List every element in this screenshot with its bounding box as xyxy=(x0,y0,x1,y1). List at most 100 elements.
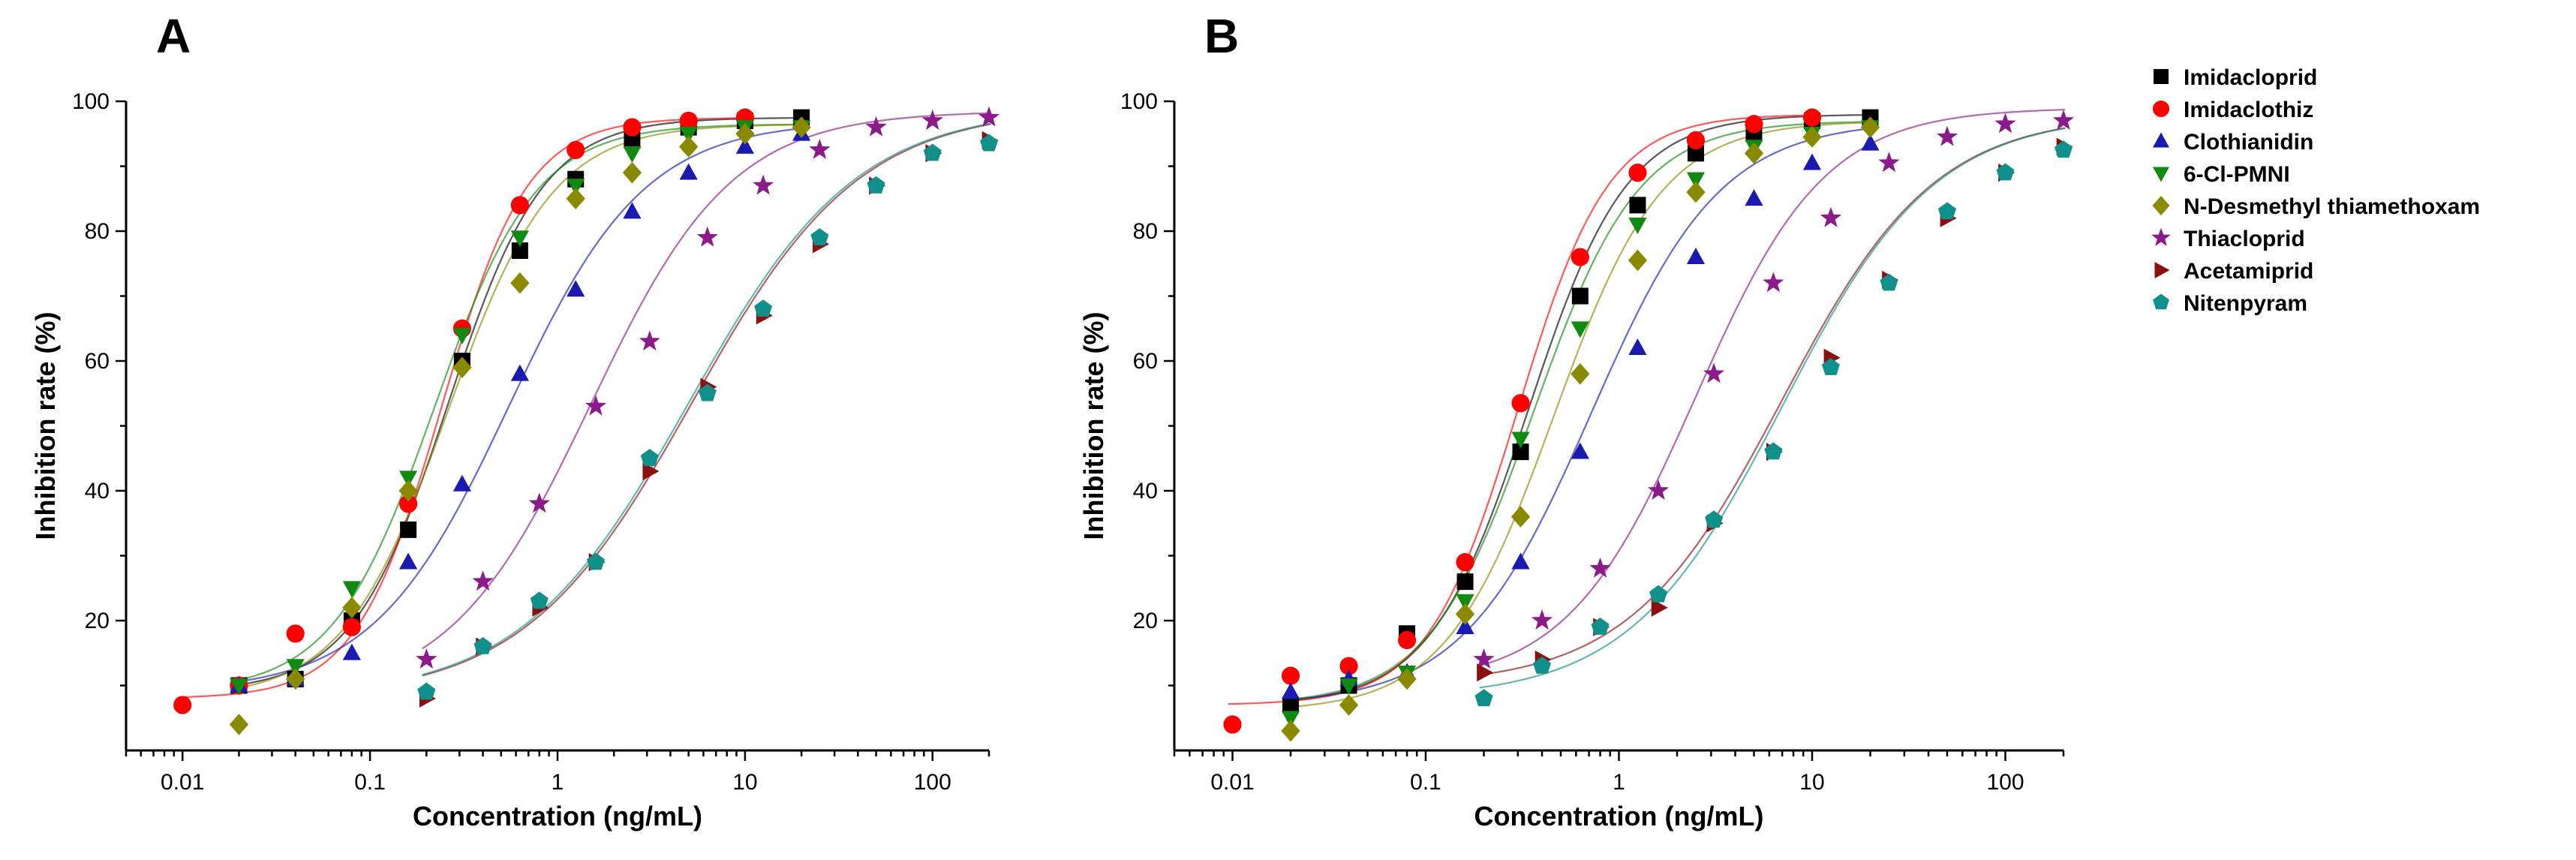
data-point-imidaclothiz xyxy=(286,624,305,643)
data-point-imidaclothiz xyxy=(1745,115,1763,134)
data-point-thiacloprid xyxy=(1763,272,1784,293)
data-point-6-cl-pmni xyxy=(1281,711,1300,728)
data-point-thiacloprid xyxy=(639,330,660,351)
fit-curve-thiacloprid xyxy=(422,112,991,650)
data-point-clothianidin xyxy=(510,364,529,381)
data-point-clothianidin xyxy=(1281,682,1300,699)
data-point-clothianidin xyxy=(679,163,698,180)
y-tick-label: 40 xyxy=(1133,479,1158,504)
x-axis-title: Concentration (ng/mL) xyxy=(413,801,702,831)
data-point-nitenpyram xyxy=(1880,273,1898,291)
fit-curve-acetamiprid xyxy=(1479,127,2066,676)
fit-curve-acetamiprid xyxy=(422,123,991,677)
data-point-thiacloprid xyxy=(978,106,1000,127)
legend-marker-n-desmethyl-thiamethoxam xyxy=(2152,196,2170,215)
y-tick-label: 60 xyxy=(1133,349,1158,374)
legend-marker-6-cl-pmni xyxy=(2153,167,2169,182)
data-point-nitenpyram xyxy=(1821,358,1840,375)
data-point-imidaclothiz xyxy=(1571,248,1589,266)
data-point-clothianidin xyxy=(1511,552,1530,570)
data-point-thiacloprid xyxy=(1647,480,1670,500)
y-tick-label: 20 xyxy=(85,609,110,633)
data-point-thiacloprid xyxy=(1878,152,1900,173)
data-point-clothianidin xyxy=(452,474,471,492)
data-point-n-desmethyl-thiamethoxam xyxy=(1628,249,1648,272)
data-point-imidaclothiz xyxy=(1339,657,1358,675)
panel-b-chart: B 0.01 0.1 1 10 100 20 40 60 80 100 Concentration (… xyxy=(1078,9,2075,831)
data-point-imidacloprid xyxy=(511,242,528,259)
data-point-nitenpyram xyxy=(417,682,436,700)
data-point-thiacloprid xyxy=(921,110,943,130)
data-point-imidaclothiz xyxy=(1511,394,1530,413)
panel-a-chart: A 0.01 0.1 1 10 100 20 40 60 80 100 Concentration (… xyxy=(30,9,1000,831)
data-point-n-desmethyl-thiamethoxam xyxy=(229,714,249,735)
panel-letter: A xyxy=(156,9,191,63)
data-point-n-desmethyl-thiamethoxam xyxy=(452,356,472,378)
y-tick-label: 60 xyxy=(85,349,110,374)
data-point-imidaclothiz xyxy=(1223,715,1242,734)
data-point-clothianidin xyxy=(623,202,642,219)
data-point-thiacloprid xyxy=(472,570,494,591)
data-point-thiacloprid xyxy=(1531,609,1553,630)
data-point-n-desmethyl-thiamethoxam xyxy=(286,668,305,690)
data-point-thiacloprid xyxy=(416,648,437,669)
data-point-6-cl-pmni xyxy=(399,471,418,488)
y-tick-label: 80 xyxy=(85,219,110,244)
data-point-n-desmethyl-thiamethoxam xyxy=(566,188,585,210)
data-point-thiacloprid xyxy=(753,174,774,195)
data-point-6-cl-pmni xyxy=(510,230,529,248)
legend-marker-imidacloprid xyxy=(2154,69,2169,84)
y-axis-title: Inhibition rate (%) xyxy=(1078,312,1109,540)
data-point-thiacloprid xyxy=(1936,125,1958,146)
data-point-imidaclothiz xyxy=(399,495,418,513)
data-point-imidaclothiz xyxy=(1397,630,1417,650)
x-tick-label: 100 xyxy=(914,770,951,795)
legend-label-nitenpyram: Nitenpyram xyxy=(2184,291,2307,316)
fit-curve-imidaclothiz xyxy=(178,117,747,699)
y-tick-label: 100 xyxy=(1120,89,1158,114)
data-point-n-desmethyl-thiamethoxam xyxy=(1686,181,1706,203)
data-point-n-desmethyl-thiamethoxam xyxy=(622,161,642,184)
data-point-clothianidin xyxy=(342,643,361,660)
legend: Imidacloprid Imidaclothiz Clothianidin 6-Cl… xyxy=(2151,65,2480,316)
y-tick-label: 80 xyxy=(1133,219,1158,244)
data-point-n-desmethyl-thiamethoxam xyxy=(398,480,418,502)
data-point-nitenpyram xyxy=(1996,163,2015,181)
data-point-thiacloprid xyxy=(1473,648,1495,669)
data-point-6-cl-pmni xyxy=(1456,594,1474,611)
fit-curve-6-cl-pmni xyxy=(1286,121,1872,701)
data-point-6-cl-pmni xyxy=(1511,432,1530,449)
fit-curve-thiacloprid xyxy=(1479,109,2066,667)
data-point-nitenpyram xyxy=(1764,442,1783,460)
data-point-6-cl-pmni xyxy=(679,126,698,143)
data-point-thiacloprid xyxy=(1703,362,1725,383)
data-point-clothianidin xyxy=(1628,338,1647,356)
data-point-nitenpyram xyxy=(980,134,998,152)
data-point-clothianidin xyxy=(1571,442,1589,459)
fit-curve-nitenpyram xyxy=(1479,127,2066,689)
data-point-n-desmethyl-thiamethoxam xyxy=(1455,603,1475,625)
data-point-imidacloprid xyxy=(1687,145,1704,162)
data-point-imidaclothiz xyxy=(1802,108,1822,127)
data-point-clothianidin xyxy=(1802,153,1822,170)
x-tick-label: 0.1 xyxy=(354,770,386,795)
data-point-6-cl-pmni xyxy=(286,659,305,676)
data-point-n-desmethyl-thiamethoxam xyxy=(1571,363,1590,385)
data-point-nitenpyram xyxy=(698,383,717,401)
data-point-thiacloprid xyxy=(865,116,887,137)
data-point-nitenpyram xyxy=(867,176,885,194)
data-point-n-desmethyl-thiamethoxam xyxy=(1802,126,1822,148)
x-tick-label: 100 xyxy=(1986,770,2024,795)
data-point-n-desmethyl-thiamethoxam xyxy=(1860,116,1880,138)
data-point-thiacloprid xyxy=(1589,557,1611,578)
legend-label-imidacloprid: Imidacloprid xyxy=(2184,65,2317,90)
data-point-6-cl-pmni xyxy=(623,146,642,163)
legend-label-clothianidin: Clothianidin xyxy=(2184,130,2313,155)
data-point-acetamiprid xyxy=(1651,598,1668,617)
data-point-6-cl-pmni xyxy=(1628,218,1647,234)
data-point-clothianidin xyxy=(567,280,585,297)
data-point-nitenpyram xyxy=(473,637,492,654)
data-point-imidacloprid xyxy=(1282,696,1300,714)
data-point-n-desmethyl-thiamethoxam xyxy=(342,597,362,618)
legend-marker-clothianidin xyxy=(2153,132,2169,148)
